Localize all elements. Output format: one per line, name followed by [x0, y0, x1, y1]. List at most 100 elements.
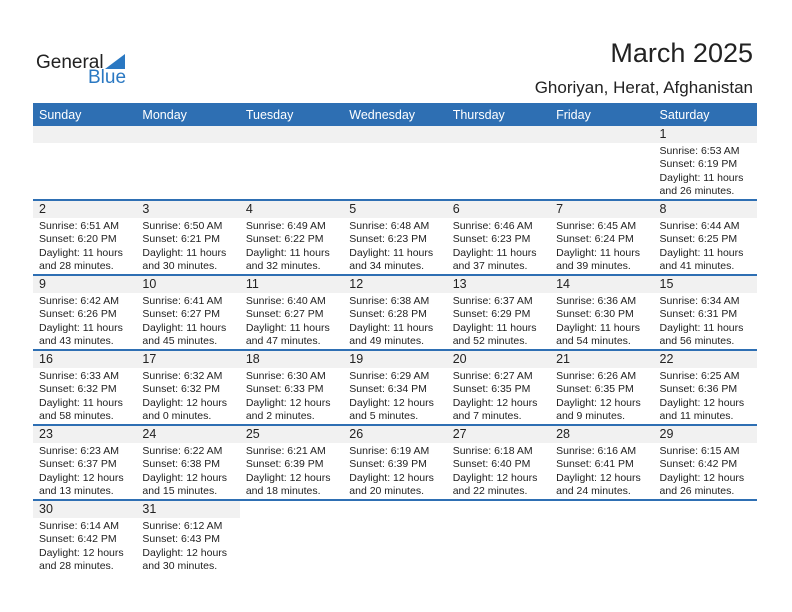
- day-number: 23: [33, 426, 137, 443]
- minutes-text: and 7 minutes.: [452, 410, 522, 423]
- daylight-text: Daylight: 12 hours: [349, 396, 434, 409]
- sunrise-text: Sunrise: 6:45 AM: [556, 220, 637, 232]
- sunset-text: Sunset: 6:40 PM: [452, 458, 531, 471]
- daylight-text: Daylight: 12 hours: [452, 396, 538, 409]
- minutes-text: and 56 minutes.: [659, 335, 735, 348]
- day-cell: 22 Sunrise: 6:25 AM Sunset: 6:36 PM Dayligh…: [653, 350, 757, 426]
- sunrise-text: Sunrise: 6:34 AM: [659, 295, 740, 307]
- minutes-text: and 45 minutes.: [142, 335, 218, 348]
- day-number: 1: [653, 126, 757, 143]
- day-info: Sunrise: 6:12 AM Sunset: 6:43 PM Daylight:…: [136, 518, 239, 574]
- minutes-text: and 47 minutes.: [245, 335, 321, 348]
- day-number: 12: [343, 276, 447, 293]
- sunrise-text: Sunrise: 6:48 AM: [349, 220, 430, 232]
- sunrise-text: Sunrise: 6:12 AM: [142, 520, 223, 532]
- sunset-text: Sunset: 6:36 PM: [659, 383, 738, 396]
- daylight-text: Daylight: 12 hours: [452, 471, 538, 484]
- week-row: 2 Sunrise: 6:51 AM Sunset: 6:20 PM Daylight…: [33, 200, 757, 276]
- sunset-text: Sunset: 6:19 PM: [659, 158, 738, 171]
- minutes-text: and 26 minutes.: [659, 485, 735, 498]
- sunset-text: Sunset: 6:24 PM: [556, 233, 634, 246]
- logo-text-general: General: [36, 52, 104, 73]
- day-cell: [343, 500, 446, 574]
- day-number: 17: [136, 351, 240, 368]
- sunrise-text: Sunrise: 6:25 AM: [659, 370, 740, 382]
- day-cell: 6 Sunrise: 6:46 AM Sunset: 6:23 PM Daylight…: [446, 200, 551, 276]
- sunset-text: Sunset: 6:38 PM: [142, 458, 221, 471]
- sunset-text: Sunset: 6:20 PM: [39, 233, 117, 246]
- sunset-text: Sunset: 6:28 PM: [349, 308, 427, 321]
- day-cell: [447, 500, 550, 574]
- day-info: Sunrise: 6:29 AM Sunset: 6:34 PM Daylight:…: [343, 368, 446, 424]
- sunrise-text: Sunrise: 6:30 AM: [245, 370, 326, 382]
- week-row: 30 Sunrise: 6:14 AM Sunset: 6:42 PM Dayligh…: [33, 500, 757, 574]
- sunrise-text: Sunrise: 6:41 AM: [142, 295, 223, 307]
- daylight-text: Daylight: 12 hours: [142, 546, 228, 559]
- day-info: Sunrise: 6:19 AM Sunset: 6:39 PM Daylight:…: [343, 443, 446, 499]
- sunrise-text: Sunrise: 6:23 AM: [39, 445, 119, 457]
- sunrise-text: Sunrise: 6:27 AM: [452, 370, 533, 382]
- minutes-text: and 32 minutes.: [245, 260, 321, 273]
- day-info: Sunrise: 6:41 AM Sunset: 6:27 PM Daylight:…: [136, 293, 239, 349]
- weekday-monday: Monday: [136, 103, 240, 126]
- sunset-text: Sunset: 6:39 PM: [349, 458, 427, 471]
- empty-date-band: [550, 126, 654, 143]
- sunrise-text: Sunrise: 6:21 AM: [245, 445, 326, 457]
- day-number: 10: [136, 276, 240, 293]
- sunset-text: Sunset: 6:32 PM: [142, 383, 221, 396]
- day-number: 15: [653, 276, 757, 293]
- day-number: 9: [33, 276, 137, 293]
- day-cell: 30 Sunrise: 6:14 AM Sunset: 6:42 PM Dayligh…: [33, 500, 137, 574]
- minutes-text: and 20 minutes.: [349, 485, 424, 498]
- sunset-text: Sunset: 6:23 PM: [452, 233, 531, 246]
- day-info: Sunrise: 6:48 AM Sunset: 6:23 PM Daylight:…: [343, 218, 446, 274]
- week-row: 1 Sunrise: 6:53 AM Sunset: 6:19 PM Daylight…: [33, 126, 757, 201]
- daylight-text: Daylight: 11 hours: [142, 321, 227, 334]
- minutes-text: and 9 minutes.: [556, 410, 625, 423]
- day-cell: 5 Sunrise: 6:48 AM Sunset: 6:23 PM Daylight…: [343, 200, 447, 276]
- day-number: 8: [653, 201, 757, 218]
- sunrise-text: Sunrise: 6:33 AM: [39, 370, 119, 382]
- day-cell: 26 Sunrise: 6:19 AM Sunset: 6:39 PM Dayligh…: [343, 425, 447, 501]
- day-cell: 31 Sunrise: 6:12 AM Sunset: 6:43 PM Dayligh…: [136, 500, 240, 574]
- weekday-thursday: Thursday: [446, 103, 551, 126]
- day-info: Sunrise: 6:40 AM Sunset: 6:27 PM Daylight:…: [240, 293, 343, 349]
- day-number: 31: [136, 501, 240, 518]
- minutes-text: and 30 minutes.: [142, 260, 218, 273]
- day-cell: 10 Sunrise: 6:41 AM Sunset: 6:27 PM Dayligh…: [136, 275, 240, 351]
- sunset-text: Sunset: 6:39 PM: [245, 458, 324, 471]
- sunset-text: Sunset: 6:33 PM: [245, 383, 324, 396]
- calendar-grid: Sunday Monday Tuesday Wednesday Thursday Frid…: [33, 103, 757, 574]
- daylight-text: Daylight: 11 hours: [39, 321, 123, 334]
- day-number: 13: [446, 276, 551, 293]
- sunset-text: Sunset: 6:32 PM: [39, 383, 117, 396]
- sunset-text: Sunset: 6:21 PM: [142, 233, 221, 246]
- minutes-text: and 28 minutes.: [39, 560, 114, 573]
- day-number: 4: [239, 201, 344, 218]
- empty-date-band: [136, 126, 240, 143]
- sunrise-text: Sunrise: 6:49 AM: [245, 220, 326, 232]
- day-info: Sunrise: 6:23 AM Sunset: 6:37 PM Daylight:…: [33, 443, 136, 499]
- weekday-header: Sunday Monday Tuesday Wednesday Thursday Frid…: [33, 103, 757, 126]
- day-info: Sunrise: 6:26 AM Sunset: 6:35 PM Daylight:…: [550, 368, 653, 424]
- daylight-text: Daylight: 11 hours: [245, 246, 330, 259]
- day-cell: [550, 500, 653, 574]
- minutes-text: and 5 minutes.: [349, 410, 419, 423]
- sunset-text: Sunset: 6:35 PM: [556, 383, 634, 396]
- day-cell: 8 Sunrise: 6:44 AM Sunset: 6:25 PM Daylight…: [653, 200, 757, 276]
- daylight-text: Daylight: 12 hours: [245, 471, 331, 484]
- day-info: Sunrise: 6:14 AM Sunset: 6:42 PM Daylight:…: [33, 518, 136, 574]
- daylight-text: Daylight: 11 hours: [39, 246, 123, 259]
- minutes-text: and 15 minutes.: [142, 485, 218, 498]
- weekday-friday: Friday: [550, 103, 654, 126]
- day-cell: 21 Sunrise: 6:26 AM Sunset: 6:35 PM Dayligh…: [550, 350, 654, 426]
- minutes-text: and 13 minutes.: [39, 485, 114, 498]
- sunrise-text: Sunrise: 6:29 AM: [349, 370, 430, 382]
- page-title: March 2025: [610, 38, 753, 68]
- sunrise-text: Sunrise: 6:18 AM: [452, 445, 533, 457]
- minutes-text: and 18 minutes.: [245, 485, 321, 498]
- daylight-text: Daylight: 12 hours: [659, 471, 745, 484]
- minutes-text: and 2 minutes.: [245, 410, 315, 423]
- weekday-wednesday: Wednesday: [343, 103, 447, 126]
